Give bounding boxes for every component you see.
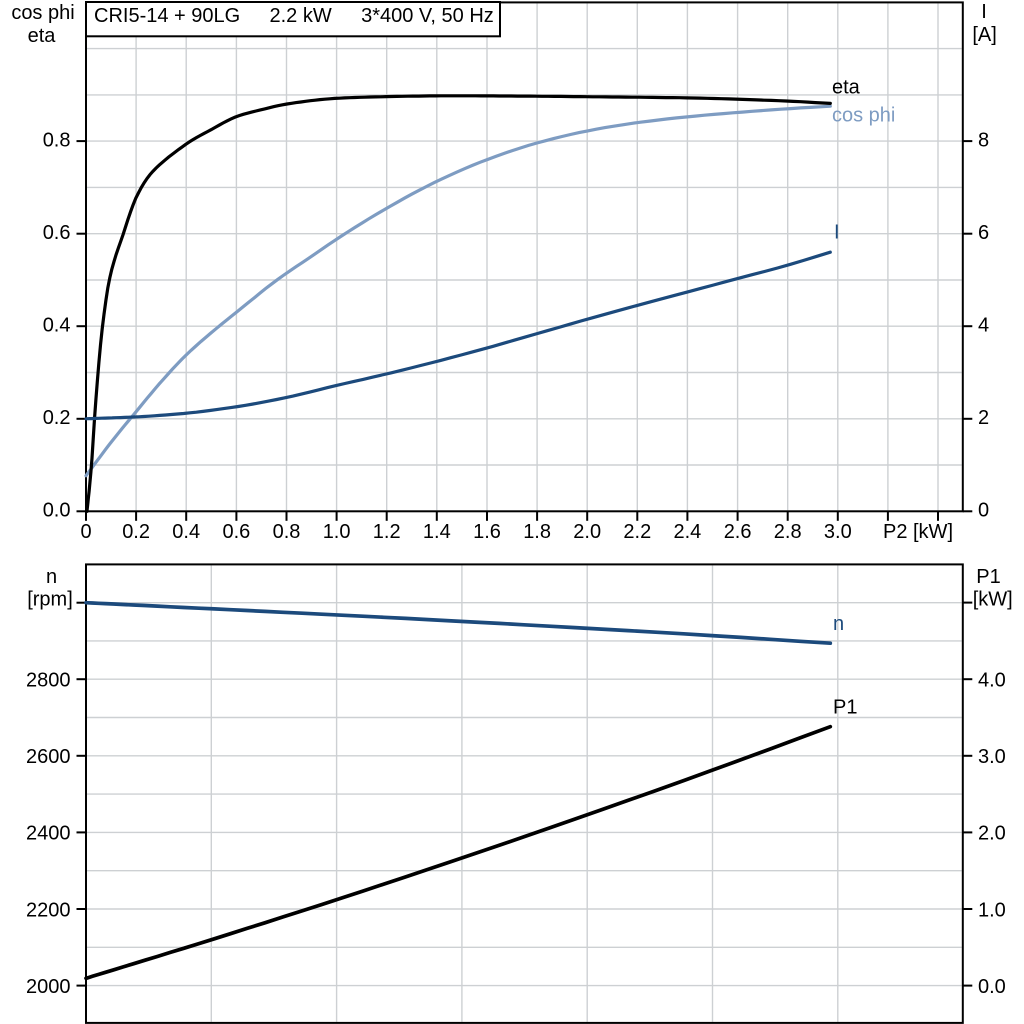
svg-text:0.6: 0.6 [43, 222, 71, 244]
svg-text:eta: eta [832, 77, 861, 99]
svg-text:2400: 2400 [26, 823, 71, 845]
svg-text:0.0: 0.0 [43, 500, 71, 522]
svg-text:0.2: 0.2 [43, 407, 71, 429]
svg-text:2600: 2600 [26, 746, 71, 768]
svg-text:4.0: 4.0 [978, 670, 1006, 692]
svg-text:1.8: 1.8 [523, 521, 551, 543]
svg-text:2: 2 [978, 407, 989, 429]
svg-text:n: n [46, 566, 57, 588]
svg-text:I: I [834, 222, 840, 244]
svg-text:cos phi: cos phi [832, 105, 895, 127]
svg-text:0.4: 0.4 [172, 521, 200, 543]
svg-text:3.0: 3.0 [978, 746, 1006, 768]
svg-text:eta: eta [28, 25, 57, 47]
svg-text:1.0: 1.0 [978, 899, 1006, 921]
svg-text:8: 8 [978, 129, 989, 151]
svg-text:0.6: 0.6 [222, 521, 250, 543]
svg-text:2200: 2200 [26, 899, 71, 921]
svg-text:1.2: 1.2 [373, 521, 401, 543]
svg-text:cos phi: cos phi [11, 2, 74, 24]
svg-text:I: I [981, 1, 987, 23]
svg-text:P1: P1 [976, 566, 1000, 588]
svg-text:3*400 V, 50 Hz: 3*400 V, 50 Hz [361, 5, 494, 27]
svg-text:2800: 2800 [26, 670, 71, 692]
svg-text:[kW]: [kW] [973, 589, 1013, 611]
svg-text:2.2 kW: 2.2 kW [270, 5, 332, 27]
svg-text:P1: P1 [833, 697, 857, 719]
svg-text:2.2: 2.2 [623, 521, 651, 543]
svg-text:0.4: 0.4 [43, 315, 71, 337]
svg-text:CRI5-14 + 90LG: CRI5-14 + 90LG [94, 5, 240, 27]
svg-text:n: n [833, 613, 844, 635]
svg-text:P2 [kW]: P2 [kW] [883, 521, 953, 543]
svg-text:1.6: 1.6 [473, 521, 501, 543]
svg-text:2000: 2000 [26, 976, 71, 998]
svg-text:0: 0 [978, 500, 989, 522]
svg-text:2.6: 2.6 [724, 521, 752, 543]
svg-text:3.0: 3.0 [824, 521, 852, 543]
svg-text:1.4: 1.4 [423, 521, 451, 543]
svg-text:0.8: 0.8 [273, 521, 301, 543]
svg-text:2.8: 2.8 [774, 521, 802, 543]
svg-text:2.0: 2.0 [573, 521, 601, 543]
svg-text:2.4: 2.4 [673, 521, 701, 543]
svg-text:2.0: 2.0 [978, 823, 1006, 845]
svg-text:[A]: [A] [972, 24, 996, 46]
svg-text:0: 0 [80, 521, 91, 543]
svg-text:4: 4 [978, 315, 989, 337]
svg-text:0.8: 0.8 [43, 129, 71, 151]
svg-text:0.2: 0.2 [122, 521, 150, 543]
svg-text:1.0: 1.0 [323, 521, 351, 543]
svg-text:6: 6 [978, 222, 989, 244]
svg-text:[rpm]: [rpm] [27, 589, 73, 611]
svg-text:0.0: 0.0 [978, 976, 1006, 998]
